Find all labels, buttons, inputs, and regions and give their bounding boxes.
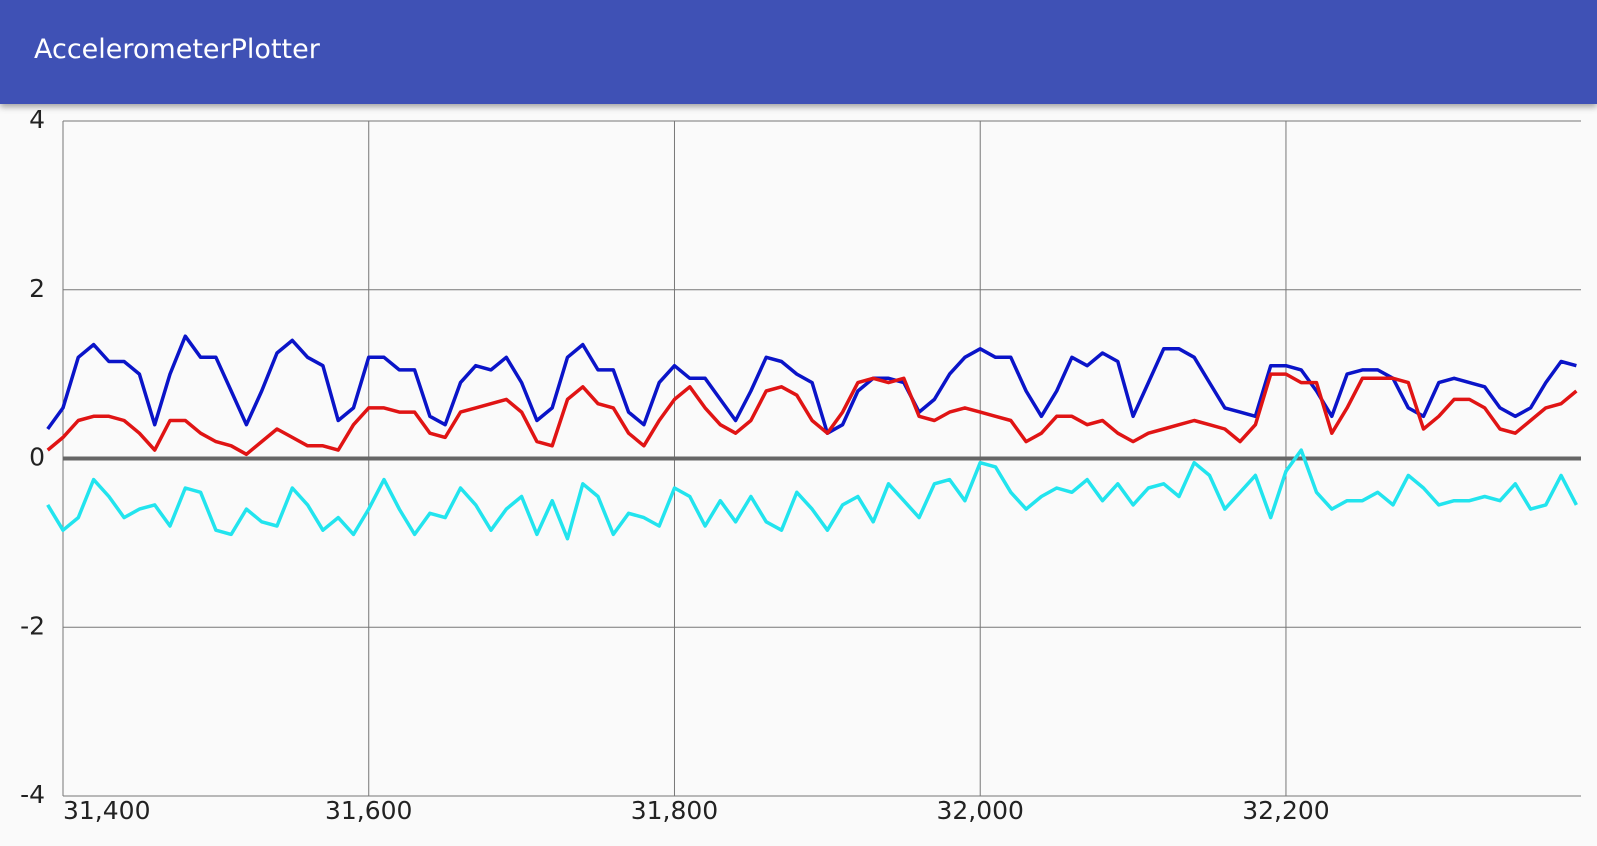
app-title: AccelerometerPlotter <box>34 34 320 65</box>
data-line <box>46 372 1578 457</box>
y-tick-label: 2 <box>29 274 45 303</box>
x-tick-label: 32,000 <box>936 796 1023 825</box>
y-tick-label: -4 <box>20 780 45 809</box>
y-tick-label: 4 <box>29 105 45 134</box>
y-tick-label: -2 <box>20 611 45 640</box>
x-tick-label: 31,800 <box>631 796 718 825</box>
x-tick-label: 31,600 <box>325 796 412 825</box>
y-tick-label: 0 <box>29 443 45 472</box>
x-tick-label: 32,200 <box>1242 796 1329 825</box>
x-tick-label: 31,400 <box>63 796 150 825</box>
app-bar: AccelerometerPlotter <box>0 0 1597 104</box>
data-line <box>46 448 1578 541</box>
